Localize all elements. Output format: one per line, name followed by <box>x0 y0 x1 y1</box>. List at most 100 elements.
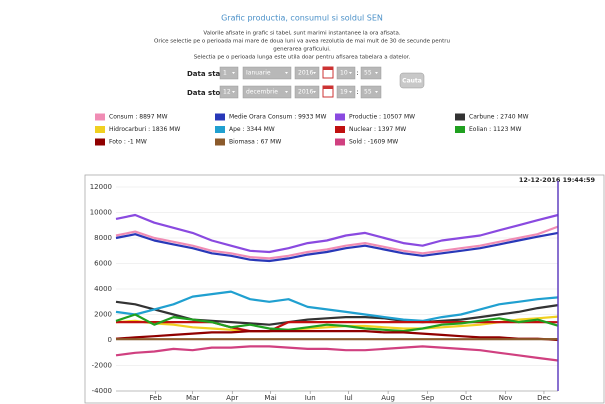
select-value[interactable]: 2016 <box>298 70 313 77</box>
legend-swatch <box>455 113 465 121</box>
hint-line: Selectia pe o perioada lunga este utila … <box>194 55 411 61</box>
legend-swatch <box>215 126 225 133</box>
select-value[interactable]: 55 <box>364 70 372 77</box>
select-arrow <box>349 91 352 93</box>
start-label: Data start <box>187 70 228 78</box>
hint-line: generarea graficului. <box>273 47 331 53</box>
x-tick-label: Mar <box>186 394 199 402</box>
y-tick-label: 6000 <box>94 260 112 268</box>
y-tick-label: 0 <box>108 336 112 344</box>
series-line <box>116 321 559 333</box>
select-value[interactable]: 1 <box>223 70 227 77</box>
select-value[interactable]: 12 <box>223 89 231 96</box>
legend-label: Nuclear : 1397 MW <box>349 126 406 133</box>
select-box[interactable] <box>219 66 239 80</box>
y-tick-label: -2000 <box>92 362 112 370</box>
series-line <box>115 330 559 342</box>
select-value[interactable]: 55 <box>364 89 372 96</box>
legend: Consum : 8897 MW Medie Orara Consum : 993… <box>95 113 529 146</box>
select-value[interactable]: 10 <box>340 70 348 77</box>
series-line <box>115 345 559 362</box>
plot: 12000 10000 8000 6000 4000 2000 0 -2000 -4000 Feb… <box>90 181 559 402</box>
legend-label: Hidrocarburi : 1836 MW <box>109 126 180 133</box>
legend-swatch <box>335 113 345 121</box>
legend-label: Carbune : 2740 MW <box>469 114 529 121</box>
select-arrow <box>232 72 235 74</box>
series-line <box>115 225 559 260</box>
select-value[interactable]: decembrie <box>246 89 278 96</box>
x-tick-label: Sep <box>421 394 435 402</box>
hint-line: Valorile afisate in grafic si tabel, sun… <box>203 31 400 37</box>
legend-swatch <box>215 113 225 121</box>
x-tick-label: Apr <box>226 394 238 402</box>
select-box[interactable] <box>242 85 292 99</box>
y-tick-label: 10000 <box>90 209 112 217</box>
time-separator: : <box>356 88 358 96</box>
legend-swatch <box>215 138 225 146</box>
legend-swatch <box>455 126 465 133</box>
select-arrow <box>349 72 352 74</box>
calendar-top <box>323 67 333 70</box>
legend-label: Ape : 3344 MW <box>229 126 275 133</box>
legend-label: Consum : 8897 MW <box>109 114 168 121</box>
x-tick-label: Nov <box>499 394 513 402</box>
y-tick-label: 12000 <box>90 183 112 191</box>
select-box[interactable] <box>336 85 356 99</box>
y-tick-label: -4000 <box>92 387 112 395</box>
hint-line: Orice selectie pe o perioada mai mare de… <box>154 39 450 45</box>
stop-label: Data stop <box>187 89 225 97</box>
y-tick-label: 2000 <box>94 311 112 319</box>
legend-label: Biomasa : 67 MW <box>229 139 281 146</box>
select-arrow <box>313 91 316 93</box>
legend-swatch <box>95 138 105 146</box>
series-line <box>115 313 559 333</box>
x-tick-label: Iun <box>305 394 316 402</box>
legend-swatch <box>335 138 345 146</box>
select-box[interactable] <box>219 85 239 99</box>
select-arrow <box>285 91 288 93</box>
y-tick-label: 8000 <box>94 234 112 242</box>
select-arrow <box>313 72 316 74</box>
legend-label: Foto : -1 MW <box>109 139 147 146</box>
legend-swatch <box>95 113 105 121</box>
x-tick-label: Iul <box>344 394 353 402</box>
legend-label: Medie Orara Consum : 9933 MW <box>229 114 326 121</box>
search-button-label[interactable]: Cauta <box>402 78 422 85</box>
y-tick-label: 4000 <box>94 285 112 293</box>
select-box[interactable] <box>336 66 356 80</box>
legend-swatch <box>335 126 345 133</box>
x-tick-label: Oct <box>460 394 472 402</box>
series-line <box>115 231 559 263</box>
x-tick-label: Mai <box>264 394 276 402</box>
select-value[interactable]: 2016 <box>298 89 313 96</box>
select-arrow <box>375 91 378 93</box>
select-box[interactable] <box>360 66 382 80</box>
calendar-top <box>323 86 333 89</box>
timestamp: 12-12-2016 19:44:59 <box>519 176 596 184</box>
select-box[interactable] <box>294 66 320 80</box>
date-form: 1 Ianuarie 2016 10 55: 12 decembrie 2016 19 55: <box>219 66 382 99</box>
series-line <box>115 315 559 333</box>
time-separator: : <box>356 69 358 77</box>
select-arrow <box>232 91 235 93</box>
select-arrow <box>285 72 288 74</box>
legend-label: Eolian : 1123 MW <box>469 126 521 133</box>
select-arrow <box>375 72 378 74</box>
search-button[interactable] <box>399 72 425 89</box>
select-box[interactable] <box>242 66 292 80</box>
select-value[interactable]: Ianuarie <box>246 70 271 77</box>
x-tick-label: Aug <box>381 394 395 402</box>
x-tick-label: Dec <box>537 394 551 402</box>
series-line <box>115 213 559 254</box>
page-title: Grafic productia, consumul si soldul SEN <box>221 14 383 23</box>
select-value[interactable]: 19 <box>340 89 348 96</box>
series-line <box>115 290 559 322</box>
select-box[interactable] <box>294 85 320 99</box>
x-tick-label: Feb <box>149 394 162 402</box>
legend-label: Productie : 10507 MW <box>349 114 415 121</box>
legend-label: Sold : -1609 MW <box>349 139 398 146</box>
legend-swatch <box>95 126 105 133</box>
select-box[interactable] <box>360 85 382 99</box>
